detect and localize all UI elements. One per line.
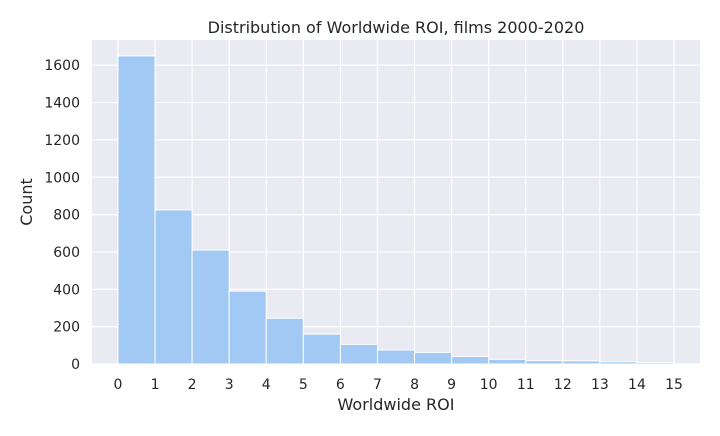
grid-lines xyxy=(92,40,700,365)
histogram-bar xyxy=(488,358,527,365)
y-tick-label: 1200 xyxy=(44,133,80,149)
y-tick-label: 1400 xyxy=(44,96,80,112)
y-tick-label: 0 xyxy=(71,357,80,373)
x-tick-label: 14 xyxy=(628,377,646,393)
histogram-bar xyxy=(339,343,378,365)
y-tick-label: 1600 xyxy=(44,58,80,74)
histogram-bar xyxy=(117,55,156,365)
x-tick-label: 3 xyxy=(225,377,234,393)
y-tick-label: 1000 xyxy=(44,170,80,186)
chart-title: Distribution of Worldwide ROI, films 200… xyxy=(208,18,585,37)
x-tick-label: 5 xyxy=(299,377,308,393)
x-tick-label: 10 xyxy=(480,377,498,393)
x-tick-label: 0 xyxy=(113,377,122,393)
y-tick-labels: 0 200 400 600 800 1000 1200 1400 1600 xyxy=(44,58,80,373)
x-tick-label: 9 xyxy=(447,377,456,393)
histogram-bar xyxy=(636,362,675,365)
y-axis-label: Count xyxy=(17,178,36,226)
x-tick-label: 1 xyxy=(151,377,160,393)
histogram-bar xyxy=(302,333,341,365)
y-tick-label: 200 xyxy=(53,320,80,336)
y-tick-label: 800 xyxy=(53,208,80,224)
x-tick-label: 8 xyxy=(410,377,419,393)
histogram-bar xyxy=(265,317,304,365)
histogram-bar xyxy=(154,209,193,365)
y-tick-label: 600 xyxy=(53,245,80,261)
x-tick-label: 15 xyxy=(665,377,683,393)
x-tick-labels: 0 1 2 3 4 5 6 7 8 9 10 11 12 13 14 15 xyxy=(113,377,682,393)
x-tick-label: 4 xyxy=(262,377,271,393)
y-tick-label: 400 xyxy=(53,282,80,298)
x-axis-label: Worldwide ROI xyxy=(338,395,455,414)
x-tick-label: 2 xyxy=(188,377,197,393)
histogram-bar xyxy=(525,360,564,365)
x-tick-label: 7 xyxy=(373,377,382,393)
histogram-bar xyxy=(191,249,230,365)
x-tick-label: 13 xyxy=(591,377,609,393)
bars xyxy=(117,55,675,365)
x-tick-label: 12 xyxy=(554,377,572,393)
histogram-bar xyxy=(414,351,453,365)
x-tick-label: 11 xyxy=(517,377,535,393)
x-tick-label: 6 xyxy=(336,377,345,393)
histogram-bar xyxy=(376,349,416,365)
histogram-bar xyxy=(451,356,490,365)
histogram-bar xyxy=(599,361,638,365)
histogram-bar xyxy=(562,360,601,365)
histogram-bar xyxy=(228,290,267,365)
